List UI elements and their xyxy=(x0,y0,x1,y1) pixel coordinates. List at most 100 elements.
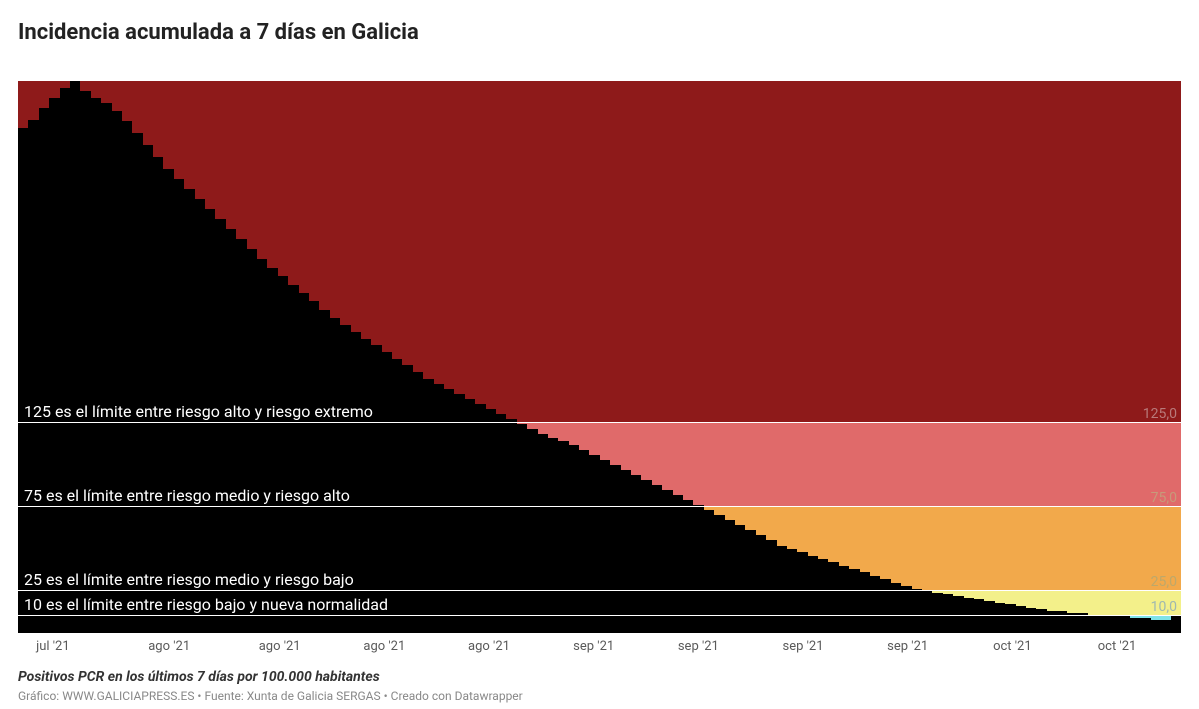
bar xyxy=(486,409,496,633)
bar xyxy=(153,157,163,633)
bar xyxy=(745,530,755,633)
bar xyxy=(1109,616,1119,633)
bar xyxy=(870,576,880,633)
bar xyxy=(943,594,953,633)
x-axis-tick: ago '21 xyxy=(259,639,301,654)
chart-area: 125 es el límite entre riesgo alto y rie… xyxy=(18,81,1181,633)
bar xyxy=(60,88,70,633)
bar xyxy=(465,399,475,633)
bar xyxy=(974,599,984,633)
bar xyxy=(797,552,807,633)
threshold-line xyxy=(18,615,1181,616)
x-axis-tick: ago '21 xyxy=(363,639,405,654)
bar xyxy=(517,424,527,633)
x-axis-tick: sep '21 xyxy=(678,639,719,654)
bar xyxy=(80,91,90,633)
chart-title: Incidencia acumulada a 7 días en Galicia xyxy=(18,20,1181,45)
bar xyxy=(132,133,142,633)
bar xyxy=(683,500,693,633)
bar xyxy=(922,591,932,633)
bar-series xyxy=(18,81,1181,633)
bar xyxy=(112,111,122,633)
threshold-label-right: 125,0 xyxy=(1143,406,1177,422)
bar xyxy=(589,455,599,633)
bar xyxy=(1130,618,1140,633)
x-axis-tick: jul '21 xyxy=(36,639,70,654)
bar xyxy=(641,480,651,633)
threshold-label-left: 75 es el límite entre riesgo medio y rie… xyxy=(24,486,350,505)
chart-credits: Gráfico: WWW.GALICIAPRESS.ES • Fuente: X… xyxy=(18,689,1181,703)
bar xyxy=(901,586,911,633)
chart-subtitle: Positivos PCR en los últimos 7 días por … xyxy=(18,669,1181,685)
x-axis-tick: sep '21 xyxy=(887,639,928,654)
x-axis-tick: ago '21 xyxy=(148,639,190,654)
bar xyxy=(527,429,537,633)
bar xyxy=(839,566,849,633)
bar xyxy=(49,98,59,633)
bar xyxy=(610,465,620,633)
threshold-label-right: 10,0 xyxy=(1151,599,1177,615)
x-axis-tick: sep '21 xyxy=(783,639,824,654)
bar xyxy=(828,562,838,633)
bar xyxy=(402,365,412,633)
bar xyxy=(1088,615,1098,634)
bar xyxy=(818,559,828,633)
bar xyxy=(766,540,776,633)
bar xyxy=(984,601,994,633)
bar xyxy=(475,404,485,633)
bar xyxy=(662,490,672,633)
bar xyxy=(1140,618,1150,633)
bar xyxy=(122,121,132,633)
bar xyxy=(496,414,506,633)
bar xyxy=(91,98,101,633)
bar xyxy=(995,603,1005,633)
bar xyxy=(932,593,942,633)
bar xyxy=(880,579,890,633)
x-axis-tick: oct '21 xyxy=(1098,639,1137,654)
bar xyxy=(693,505,703,633)
bar xyxy=(652,485,662,633)
bar xyxy=(361,339,371,634)
bar xyxy=(1036,609,1046,633)
bar xyxy=(1026,608,1036,633)
x-axis: jul '21ago '21ago '21ago '21ago '21sep '… xyxy=(18,639,1181,667)
bar xyxy=(548,438,558,633)
threshold-label-right: 25,0 xyxy=(1151,574,1177,590)
bar xyxy=(1099,615,1109,634)
threshold-label-left: 10 es el límite entre riesgo bajo y nuev… xyxy=(24,595,388,614)
threshold-line xyxy=(18,422,1181,423)
bar xyxy=(1119,616,1129,633)
bar xyxy=(579,450,589,633)
bar xyxy=(1016,606,1026,633)
bar xyxy=(849,569,859,633)
bar xyxy=(392,359,402,633)
bar xyxy=(39,108,49,633)
bar xyxy=(569,445,579,633)
bar xyxy=(860,572,870,633)
threshold-label-left: 25 es el límite entre riesgo medio y rie… xyxy=(24,570,354,589)
bar xyxy=(631,475,641,633)
bar xyxy=(912,589,922,633)
x-axis-tick: sep '21 xyxy=(573,639,614,654)
x-axis-tick: oct '21 xyxy=(993,639,1032,654)
threshold-line xyxy=(18,590,1181,591)
chart-wrap: 125 es el límite entre riesgo alto y rie… xyxy=(18,81,1181,667)
bar xyxy=(143,145,153,633)
bar xyxy=(1005,604,1015,633)
threshold-label-right: 75,0 xyxy=(1151,490,1177,506)
bar xyxy=(506,419,516,633)
bar xyxy=(28,120,38,633)
bar xyxy=(621,470,631,633)
bar xyxy=(454,394,464,633)
bar xyxy=(808,556,818,633)
bar xyxy=(673,495,683,633)
bar xyxy=(1161,620,1171,633)
bar xyxy=(18,128,28,633)
bar xyxy=(756,535,766,633)
bar xyxy=(444,389,454,633)
threshold-label-left: 125 es el límite entre riesgo alto y rie… xyxy=(24,402,373,421)
bar xyxy=(558,441,568,633)
bar xyxy=(413,372,423,633)
bar xyxy=(101,103,111,633)
bar xyxy=(538,434,548,633)
